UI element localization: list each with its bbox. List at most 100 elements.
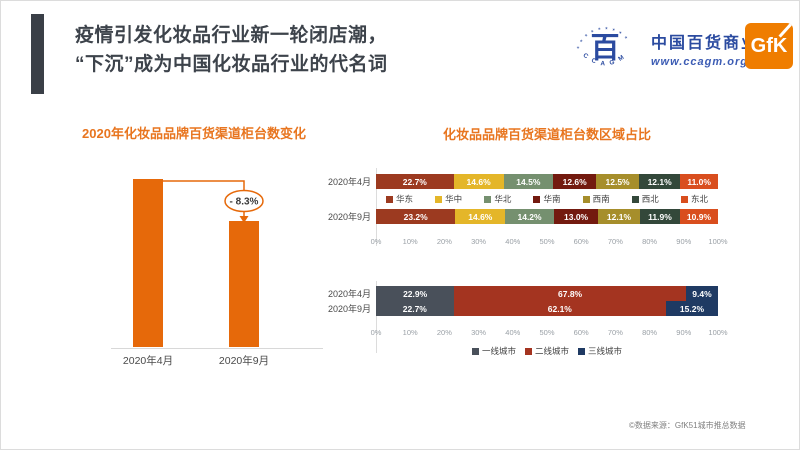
x-axis-tick: 80% — [642, 328, 658, 337]
legend-label: 华东 — [396, 194, 414, 204]
row-label: 2020年9月 — [327, 304, 371, 314]
bar-segment: 14.2% — [505, 209, 554, 224]
segment-value: 13.0% — [564, 211, 589, 222]
segment-value: 10.9% — [686, 211, 712, 222]
stacked-bar: 22.7% 62.1% 15.2% — [376, 301, 718, 316]
emblem-character: 百 — [590, 33, 619, 65]
row-label: 2020年4月 — [327, 177, 371, 187]
segment-value: 11.9% — [648, 211, 672, 222]
bar-segment: 12.5% — [596, 174, 639, 189]
slide-title-line1: 疫情引发化妆品行业新一轮闭店潮， — [75, 25, 388, 46]
column-bar-september — [229, 221, 259, 347]
row-label: 2020年9月 — [327, 212, 371, 222]
left-chart-category-september: 2020年9月 — [218, 355, 270, 367]
x-axis-tick: 60% — [573, 328, 589, 337]
legend-swatch-icon — [578, 347, 585, 355]
callout-value: - 8.3% — [230, 197, 259, 208]
segment-value: 22.9% — [403, 288, 428, 299]
data-source-note: ©数据来源：GfK51城市推总数据 — [629, 421, 746, 430]
x-axis-tick: 50% — [539, 328, 555, 337]
legend-item: 西北 — [631, 193, 659, 205]
legend-item: 华东 — [386, 193, 413, 205]
legend-label: 华北 — [494, 194, 512, 204]
row-label: 2020年4月 — [327, 289, 371, 299]
column-bar-april — [133, 179, 163, 347]
segment-value: 12.1% — [606, 211, 632, 222]
gfk-logo-text: GfK — [750, 34, 788, 57]
bar-segment: 12.6% — [553, 174, 597, 189]
x-axis: 0% 10% 20% 30% 40% 50% 60% 70% 80% 90% 100% — [371, 237, 728, 247]
slide-title: 疫情引发化妆品行业新一轮闭店潮， “下沉”成为中国化妆品行业的代名词 — [75, 21, 388, 79]
segment-value: 14.2% — [517, 211, 542, 222]
bar-segment: 22.7% — [376, 301, 454, 316]
chart-legend: 华东 华中 华北 华南 西南 西北 东北 — [376, 193, 718, 205]
segment-value: 12.1% — [647, 176, 672, 187]
bar-segment: 11.9% — [639, 209, 681, 224]
legend-item: 二线城市 — [524, 345, 569, 357]
segment-value: 22.7% — [402, 303, 427, 314]
x-axis-tick: 20% — [436, 237, 452, 246]
segment-value: 22.7% — [402, 176, 427, 187]
x-axis-tick: 100% — [708, 328, 728, 337]
bar-segment: 67.8% — [454, 286, 686, 301]
x-axis-tick: 80% — [642, 237, 658, 246]
bar-segment: 12.1% — [638, 174, 681, 189]
ccagm-emblem-logo: * * * * * * * * * 百 C C A G M — [576, 27, 628, 68]
x-axis-tick: 0% — [370, 328, 382, 337]
x-axis-tick: 70% — [607, 237, 623, 246]
x-axis-tick: 10% — [402, 328, 418, 337]
x-axis: 0% 10% 20% 30% 40% 50% 60% 70% 80% 90% 100% — [371, 328, 728, 338]
bar-segment: 15.2% — [666, 301, 718, 316]
stacked-bar-row: 2020年9月 23.2% 14.6% 14.2% 13.0% 12.1% 11.9% 10.… — [327, 209, 718, 224]
left-chart-baseline — [111, 348, 323, 349]
legend-label: 二线城市 — [534, 346, 569, 356]
segment-value: 14.5% — [516, 176, 541, 187]
x-axis-tick: 30% — [471, 328, 487, 337]
x-axis-tick: 90% — [676, 328, 692, 337]
legend-swatch-icon — [524, 347, 532, 355]
region-chart-axis-line — [376, 168, 377, 246]
legend-item: 西南 — [582, 193, 610, 205]
x-axis-tick: 10% — [402, 237, 418, 246]
legend-item: 华北 — [484, 193, 511, 205]
bar-segment: 14.6% — [453, 174, 504, 189]
chart-legend: 一线城市 二线城市 三线城市 — [376, 345, 718, 357]
logo-area: * * * * * * * * * 百 C C A G M 中国百货商业协会 w… — [571, 15, 793, 81]
legend-label: 华中 — [445, 194, 463, 204]
x-axis-tick: 20% — [436, 328, 452, 337]
x-axis-tick: 90% — [676, 237, 692, 246]
stacked-bar-row: 2020年9月 22.7% 62.1% 15.2% — [327, 301, 718, 316]
left-chart-title: 2020年化妆品品牌百货渠道柜台数变化 — [82, 126, 306, 141]
x-axis-tick: 0% — [370, 237, 382, 246]
segment-value: 14.6% — [466, 176, 491, 187]
segment-value: 15.2% — [679, 303, 705, 314]
bar-segment: 62.1% — [453, 301, 666, 316]
association-url: www.ccagm.org.cn — [651, 56, 767, 68]
stacked-bar: 22.9% 67.8% 9.4% — [376, 286, 718, 301]
segment-value: 23.2% — [403, 211, 428, 222]
gfk-logo: GfK — [745, 23, 793, 69]
x-axis-tick: 100% — [708, 237, 728, 246]
bar-segment: 22.7% — [376, 174, 454, 189]
segment-value: 12.6% — [562, 176, 587, 187]
legend-swatch-icon — [471, 347, 479, 355]
legend-swatch-icon — [435, 195, 443, 203]
legend-swatch-icon — [582, 195, 590, 203]
slide-title-line2: “下沉”成为中国化妆品行业的代名词 — [75, 54, 388, 75]
bar-segment: 9.4% — [685, 286, 718, 301]
x-axis-tick: 60% — [573, 237, 589, 246]
legend-swatch-icon — [631, 195, 639, 203]
segment-value: 11.0% — [687, 176, 711, 187]
legend-label: 三线城市 — [588, 346, 623, 356]
stacked-bar-row: 2020年4月 22.7% 14.6% 14.5% 12.6% 12.5% 12.1% 11.… — [327, 174, 718, 189]
change-callout: - 8.3% — [163, 180, 264, 223]
tier-stacked-chart: 2020年4月 22.9% 67.8% 9.4% 2020年9月 22.7% 62.1% 15… — [327, 286, 728, 357]
legend-item: 三线城市 — [578, 345, 622, 357]
segment-value: 14.6% — [468, 211, 493, 222]
x-axis-tick: 30% — [471, 237, 487, 246]
bar-segment: 14.6% — [455, 209, 506, 224]
legend-label: 西北 — [641, 194, 659, 204]
callout-arrow-head-icon — [239, 216, 249, 223]
stacked-bar: 22.7% 14.6% 14.5% 12.6% 12.5% 12.1% 11.0% — [376, 174, 718, 189]
